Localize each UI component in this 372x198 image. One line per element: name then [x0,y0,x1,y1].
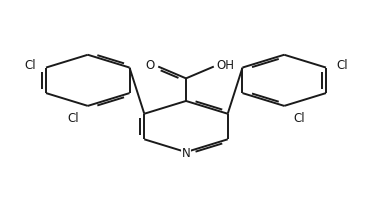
Text: Cl: Cl [67,112,78,125]
Text: N: N [182,147,190,160]
Text: Cl: Cl [24,59,36,72]
Text: Cl: Cl [336,59,348,72]
Text: Cl: Cl [294,112,305,125]
Text: O: O [145,59,155,72]
Text: OH: OH [216,59,234,72]
